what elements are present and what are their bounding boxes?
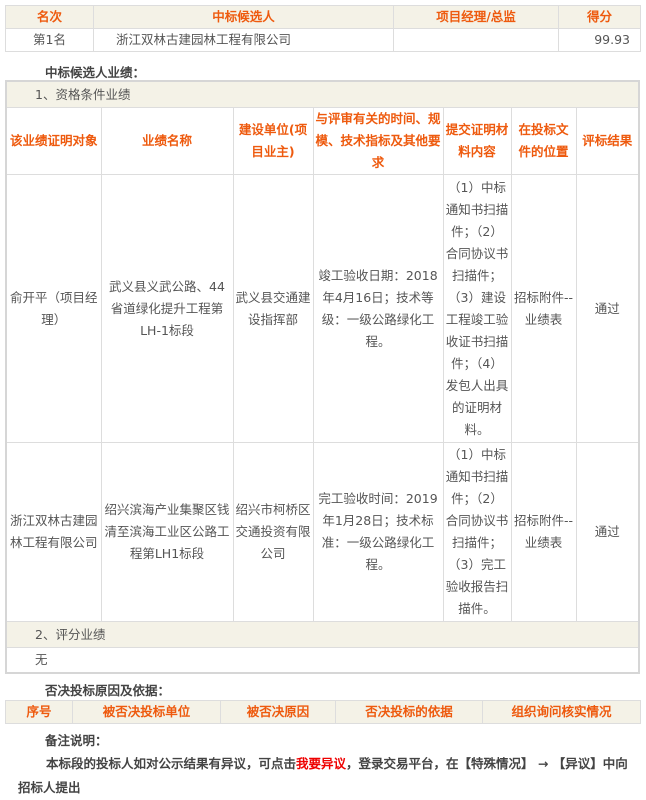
rank: 第1名 [5, 28, 94, 52]
header-project: 业绩名称 [100, 107, 234, 175]
cell-result: 通过 [575, 442, 640, 622]
header-verification: 组织询问核实情况 [482, 700, 641, 724]
cell-subject: 俞开平（项目经理） [5, 174, 102, 443]
cell-owner: 绍兴市柯桥区交通投资有限公司 [232, 442, 314, 622]
header-score: 得分 [558, 5, 641, 29]
scoring-title: 2、评分业绩 [5, 621, 640, 648]
header-basis: 否决投标的依据 [335, 700, 483, 724]
header-subject: 该业绩证明对象 [5, 107, 102, 175]
cell-requirements: 竣工验收日期：2018年4月16日；技术等级：一级公路绿化工程。 [312, 174, 444, 443]
cell-materials: （1）中标通知书扫描件；（2）合同协议书扫描件；（3）完工验收报告扫描件。 [442, 442, 512, 622]
score: 99.93 [558, 28, 641, 52]
header-owner: 建设单位(项目业主) [232, 107, 314, 175]
perf-label: 中标候选人业绩： [45, 65, 146, 80]
cell-subject: 浙江双林古建园林工程有限公司 [5, 442, 102, 622]
header-materials: 提交证明材料内容 [442, 107, 512, 175]
cell-location: 招标附件--业绩表 [510, 442, 577, 622]
header-candidate: 中标候选人 [93, 5, 394, 29]
header-no: 序号 [5, 700, 73, 724]
cell-project: 绍兴滨海产业集聚区钱清至滨海工业区公路工程第LH1标段 [100, 442, 234, 622]
manager [393, 28, 559, 52]
cell-requirements: 完工验收时间：2019年1月28日；技术标准：一级公路绿化工程。 [312, 442, 444, 622]
header-reason: 被否决原因 [220, 700, 336, 724]
header-requirements: 与评审有关的时间、规模、技术指标及其他要求 [312, 107, 444, 175]
table-row: 俞开平（项目经理） 武义县义武公路、44省道绿化提升工程第LH-1标段 武义县交… [5, 174, 640, 443]
cell-location: 招标附件--业绩表 [510, 174, 577, 443]
remark-text: 本标段的投标人如对公示结果有异议，可点击我要异议，登录交易平台，在【特殊情况】 … [18, 752, 638, 800]
cell-project: 武义县义武公路、44省道绿化提升工程第LH-1标段 [100, 174, 234, 443]
performance-table: 1、资格条件业绩 该业绩证明对象 业绩名称 建设单位(项目业主) 与评审有关的时… [5, 80, 641, 674]
header-rank: 名次 [5, 5, 94, 29]
header-rejected-unit: 被否决投标单位 [72, 700, 221, 724]
reject-table: 序号 被否决投标单位 被否决原因 否决投标的依据 组织询问核实情况 [5, 700, 641, 724]
cell-owner: 武义县交通建设指挥部 [232, 174, 314, 443]
header-location: 在投标文件的位置 [510, 107, 577, 175]
table-row: 第1名 浙江双林古建园林工程有限公司 99.93 [5, 28, 641, 52]
header-result: 评标结果 [575, 107, 640, 175]
reject-label: 否决投标原因及依据： [45, 683, 171, 698]
remark-label: 备注说明： [45, 733, 108, 748]
cell-materials: （1）中标通知书扫描件；（2）合同协议书扫描件；（3）建设工程竣工验收证书扫描件… [442, 174, 512, 443]
scoring-value: 无 [5, 647, 640, 674]
cell-result: 通过 [575, 174, 640, 443]
candidates-table: 名次 中标候选人 项目经理/总监 得分 第1名 浙江双林古建园林工程有限公司 9… [5, 5, 641, 52]
candidate-name: 浙江双林古建园林工程有限公司 [93, 28, 394, 52]
objection-link[interactable]: 我要异议 [296, 756, 347, 771]
remark-after: ，登录交易平台，在【特殊情况】 → 【异议】中向招标人提出 [18, 756, 628, 795]
table-row: 浙江双林古建园林工程有限公司 绍兴滨海产业集聚区钱清至滨海工业区公路工程第LH1… [5, 442, 640, 622]
header-manager: 项目经理/总监 [393, 5, 559, 29]
remark-before: 本标段的投标人如对公示结果有异议，可点击 [46, 756, 297, 771]
qualification-title: 1、资格条件业绩 [5, 80, 640, 108]
